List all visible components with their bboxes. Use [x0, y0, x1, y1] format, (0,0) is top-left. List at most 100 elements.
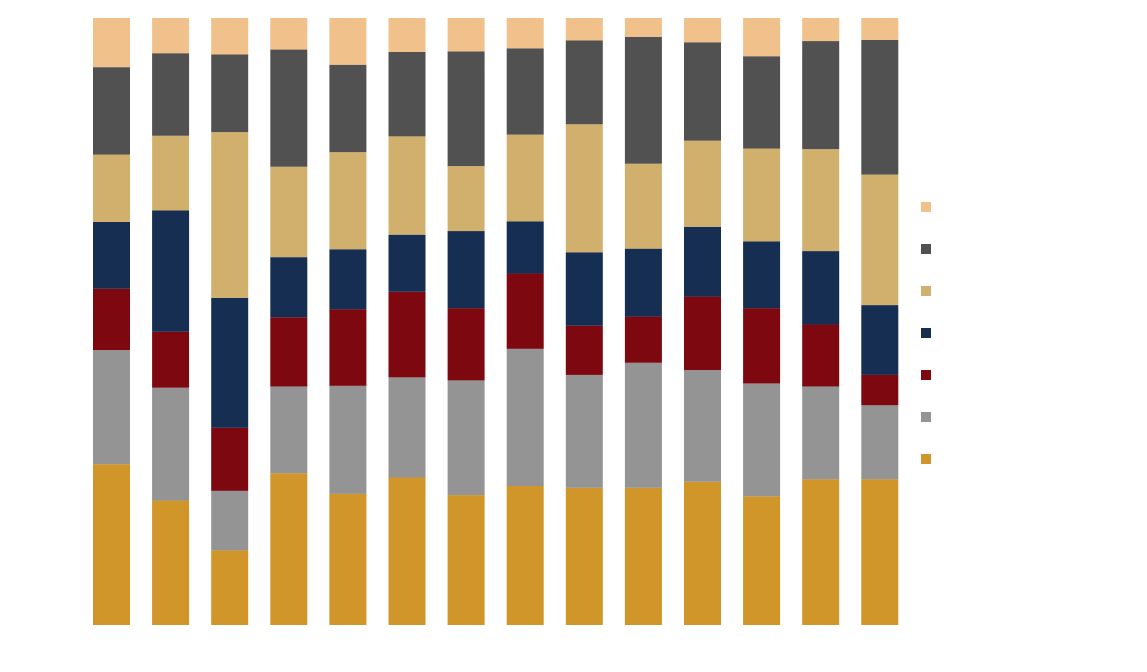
bar-segment-2-series-1: [152, 500, 190, 625]
bar-segment-1-series-1: [93, 464, 130, 625]
legend-marker-series-3: [921, 370, 931, 380]
bar-segment-7-series-2: [447, 380, 485, 496]
bar-segment-14-series-6: [861, 39, 899, 175]
bar-segment-3-series-5: [211, 132, 249, 298]
bar-segment-14-series-2: [861, 405, 899, 480]
bar-segment-8-series-6: [506, 48, 544, 135]
bar-segment-9-series-1: [565, 487, 603, 625]
legend-marker-series-7: [921, 202, 931, 212]
bar-segment-11-series-1: [684, 481, 721, 625]
bar-segment-8-series-1: [506, 486, 544, 625]
bar-segment-4-series-5: [270, 166, 308, 258]
legend-marker-series-6: [921, 244, 931, 254]
bar-segment-12-series-5: [743, 148, 781, 242]
bar-segment-8-series-2: [506, 348, 544, 486]
bar-segment-3-series-4: [211, 297, 249, 428]
bar-segment-13-series-6: [802, 41, 840, 150]
bar-segment-10-series-1: [624, 487, 662, 625]
bar-segment-9-series-2: [565, 374, 603, 488]
bar-segment-14-series-7: [861, 18, 899, 40]
bar-segment-11-series-5: [684, 140, 721, 227]
legend-marker-series-2: [921, 412, 931, 422]
bar-segment-6-series-4: [388, 234, 426, 292]
bar-segment-12-series-2: [743, 383, 781, 497]
bar-segment-13-series-4: [802, 251, 840, 325]
bar-segment-1-series-5: [93, 154, 130, 222]
bar-segment-3-series-7: [211, 18, 249, 55]
bar-segment-3-series-6: [211, 54, 249, 133]
bar-segment-11-series-4: [684, 226, 721, 297]
bar-segment-4-series-3: [270, 317, 308, 387]
bar-segment-6-series-3: [388, 291, 426, 378]
bar-segment-12-series-7: [743, 18, 781, 57]
bar-segment-12-series-1: [743, 496, 781, 625]
bar-segment-6-series-2: [388, 377, 426, 478]
bar-segment-4-series-7: [270, 18, 308, 50]
bar-segment-11-series-6: [684, 42, 721, 141]
bar-segment-5-series-4: [329, 249, 367, 310]
bar-segment-13-series-3: [802, 324, 840, 387]
bar-segment-12-series-4: [743, 241, 781, 309]
bar-segment-10-series-2: [624, 362, 662, 488]
legend: [921, 202, 931, 464]
bar-segment-2-series-5: [152, 135, 190, 211]
bar-segment-13-series-5: [802, 149, 840, 252]
bar-segment-12-series-3: [743, 308, 781, 384]
bar-segment-10-series-6: [624, 36, 662, 164]
bar-segment-3-series-3: [211, 427, 249, 491]
bar-segment-2-series-4: [152, 210, 190, 332]
legend-marker-series-1: [921, 454, 931, 464]
bar-segment-4-series-6: [270, 49, 308, 167]
bar-segment-5-series-2: [329, 385, 367, 494]
bar-segment-5-series-6: [329, 64, 367, 153]
bar-segment-6-series-6: [388, 51, 426, 137]
bar-segment-7-series-5: [447, 166, 485, 232]
bar-segment-13-series-7: [802, 18, 840, 42]
bar-segment-3-series-1: [211, 550, 249, 625]
bar-segment-6-series-1: [388, 477, 426, 625]
bar-segment-2-series-3: [152, 331, 190, 388]
bar-segment-8-series-3: [506, 273, 544, 349]
bar-segment-4-series-4: [270, 257, 308, 318]
bar-segment-1-series-3: [93, 288, 130, 351]
bar-segment-13-series-1: [802, 479, 840, 625]
bar-segment-1-series-4: [93, 221, 130, 289]
bar-segment-11-series-3: [684, 296, 721, 371]
bar-segment-1-series-2: [93, 350, 130, 465]
bar-segment-2-series-7: [152, 18, 190, 54]
bar-segment-1-series-6: [93, 67, 130, 155]
bar-segment-5-series-7: [329, 18, 367, 65]
bar-segment-5-series-3: [329, 309, 367, 386]
bar-segment-10-series-5: [624, 163, 662, 249]
bar-segment-3-series-2: [211, 490, 249, 551]
bar-segment-14-series-1: [861, 479, 899, 625]
bar-segment-7-series-6: [447, 51, 485, 167]
bar-segment-11-series-7: [684, 18, 721, 43]
bar-segment-8-series-7: [506, 18, 544, 49]
bar-segment-8-series-4: [506, 221, 544, 274]
bar-segment-5-series-1: [329, 493, 367, 625]
bar-segment-7-series-7: [447, 18, 485, 52]
bar-segment-7-series-1: [447, 495, 485, 625]
bar-segment-9-series-7: [565, 18, 603, 41]
bar-segment-13-series-2: [802, 386, 840, 480]
bar-segment-11-series-2: [684, 370, 721, 482]
bar-segment-14-series-5: [861, 174, 899, 306]
bar-segment-12-series-6: [743, 56, 781, 149]
bar-segment-14-series-4: [861, 305, 899, 375]
bar-segment-7-series-4: [447, 231, 485, 309]
bar-segment-10-series-4: [624, 248, 662, 317]
bar-segment-14-series-3: [861, 374, 899, 406]
bar-segment-7-series-3: [447, 308, 485, 381]
bar-segment-9-series-3: [565, 325, 603, 375]
bar-segment-9-series-4: [565, 252, 603, 326]
bar-segment-6-series-7: [388, 18, 426, 52]
bar-group: [93, 18, 899, 625]
bar-segment-2-series-2: [152, 387, 190, 501]
bar-segment-4-series-1: [270, 473, 308, 625]
bar-segment-9-series-6: [565, 40, 603, 125]
bar-segment-4-series-2: [270, 386, 308, 474]
bar-segment-5-series-5: [329, 152, 367, 250]
